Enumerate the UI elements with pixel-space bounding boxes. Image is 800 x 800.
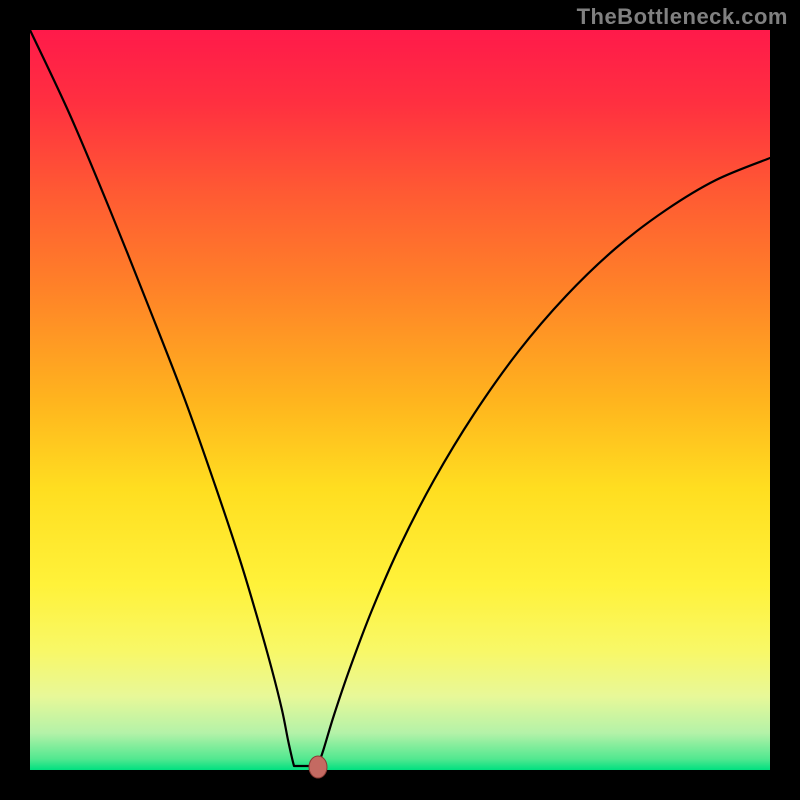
watermark-text: TheBottleneck.com [577,4,788,30]
optimal-marker [309,756,327,778]
chart-container: TheBottleneck.com [0,0,800,800]
plot-background [30,30,770,770]
bottleneck-chart [0,0,800,800]
